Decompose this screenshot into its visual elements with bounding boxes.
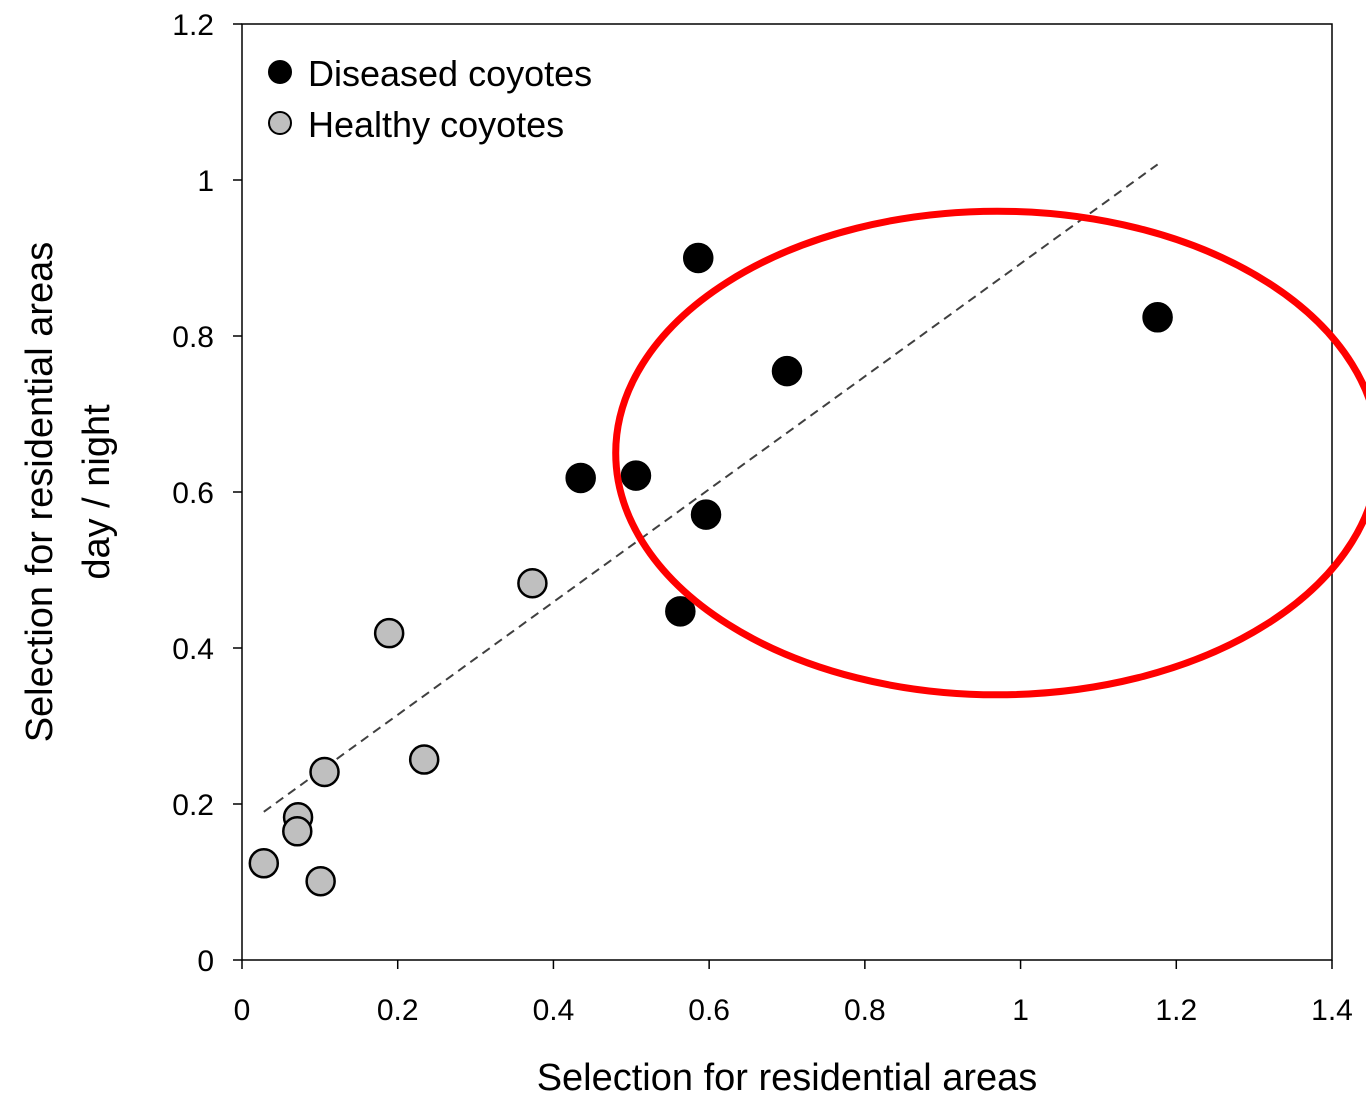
healthy-point bbox=[248, 848, 280, 879]
diseased-point bbox=[665, 596, 696, 627]
x-tick-label: 0.2 bbox=[377, 994, 419, 1027]
x-axis-title: Selection for residential areas bbox=[537, 1057, 1038, 1096]
y-tick-label: 0.8 bbox=[172, 321, 214, 354]
x-tick-label: 0 bbox=[234, 994, 251, 1027]
x-tick-label: 0.4 bbox=[533, 994, 575, 1027]
legend-marker-healthy bbox=[268, 111, 292, 135]
legend: Diseased coyotes Healthy coyotes bbox=[268, 53, 592, 145]
x-tick-label: 1.2 bbox=[1155, 994, 1197, 1027]
highlight-ellipse bbox=[612, 207, 1366, 699]
diseased-point bbox=[620, 460, 652, 491]
data-points bbox=[248, 242, 1173, 897]
diseased-point bbox=[1142, 302, 1173, 333]
legend-label-healthy: Healthy coyotes bbox=[308, 104, 564, 145]
diseased-point bbox=[771, 355, 803, 387]
y-tick-label: 1 bbox=[197, 165, 214, 198]
healthy-point bbox=[305, 865, 336, 897]
y-axis-title-line-1: Selection for residential areas bbox=[19, 242, 61, 743]
healthy-point bbox=[408, 744, 440, 775]
healthy-point bbox=[309, 756, 340, 788]
y-axis-title-line-2: day / night bbox=[76, 404, 118, 580]
x-axis: 0 0.2 0.4 0.6 0.8 1 1.2 1.4 bbox=[234, 960, 1353, 1027]
diseased-point bbox=[565, 462, 596, 494]
y-axis: 0 0.2 0.4 0.6 0.8 1 1.2 bbox=[172, 9, 242, 978]
legend-marker-diseased bbox=[268, 60, 292, 84]
trendline bbox=[263, 163, 1159, 813]
y-tick-label: 0.4 bbox=[172, 633, 214, 666]
healthy-point bbox=[517, 568, 548, 599]
y-tick-label: 0.2 bbox=[172, 789, 214, 822]
x-tick-label: 1.4 bbox=[1311, 994, 1353, 1027]
y-tick-label: 1.2 bbox=[172, 9, 214, 42]
healthy-point bbox=[282, 816, 313, 847]
x-tick-label: 0.6 bbox=[688, 994, 730, 1027]
diseased-point bbox=[690, 499, 722, 530]
x-tick-label: 1 bbox=[1012, 994, 1029, 1027]
x-tick-label: 0.8 bbox=[844, 994, 886, 1027]
y-tick-label: 0 bbox=[197, 945, 214, 978]
plot-frame bbox=[241, 23, 1333, 961]
healthy-point bbox=[373, 617, 405, 649]
y-tick-label: 0.6 bbox=[172, 477, 214, 510]
diseased-point bbox=[682, 242, 714, 274]
legend-label-diseased: Diseased coyotes bbox=[308, 53, 592, 94]
